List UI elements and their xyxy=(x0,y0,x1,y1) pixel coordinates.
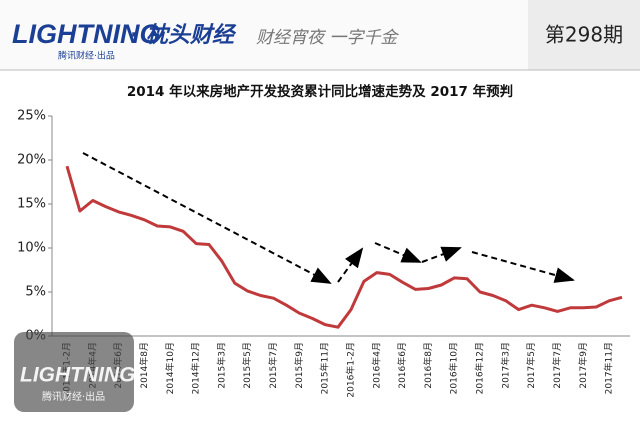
arrow xyxy=(471,251,575,283)
x-tick-label: 2014年8月 xyxy=(138,342,150,389)
x-tick-label: 2016年4月 xyxy=(370,342,382,389)
y-tick-label: 5% xyxy=(25,285,46,300)
slogan: 财经宵夜 一字千金 xyxy=(256,28,399,48)
brand-name: 枕头财经 xyxy=(146,22,237,48)
watermark-brand: LIGHTNING xyxy=(20,364,136,387)
issue-box xyxy=(528,0,640,70)
arrow xyxy=(337,247,364,283)
y-tick-label: 20% xyxy=(17,153,46,168)
watermark xyxy=(14,332,134,412)
arrow xyxy=(421,246,462,263)
brand: LIGHTNING xyxy=(12,19,161,49)
chart-title: 2014 年以来房地产开发投资累计同比增速走势及 2017 年预判 xyxy=(127,83,513,100)
x-tick-label: 2016年10月 xyxy=(448,342,460,394)
x-tick-label: 2017年9月 xyxy=(577,342,589,389)
x-tick-label: 2017年3月 xyxy=(499,342,511,389)
x-tick-label: 2017年7月 xyxy=(551,342,563,389)
x-tick-label: 2015年7月 xyxy=(267,342,279,389)
x-tick-label: 2017年5月 xyxy=(525,342,537,389)
trend-arrows xyxy=(82,152,575,284)
x-tick-label: 2016年8月 xyxy=(422,342,434,389)
x-tick-label: 2016年6月 xyxy=(396,342,408,389)
y-tick-label: 15% xyxy=(17,197,46,212)
arrow xyxy=(374,242,422,263)
x-tick-label: 2015年11月 xyxy=(319,342,331,394)
arrow xyxy=(82,152,332,284)
x-tick-label: 2014年10月 xyxy=(164,342,176,394)
data-line xyxy=(65,165,623,329)
x-tick-label: 2016年1-2月 xyxy=(344,342,356,398)
issue: 第298期 xyxy=(545,23,623,47)
x-tick-label: 2015年9月 xyxy=(293,342,305,389)
watermark-sub: 腾讯财经·出品 xyxy=(42,390,105,403)
y-tick-label: 25% xyxy=(17,109,46,124)
x-tick-label: 2017年11月 xyxy=(603,342,615,394)
brand-sub: 腾讯财经·出品 xyxy=(58,50,115,62)
separator: · xyxy=(130,23,138,48)
y-tick-label: 10% xyxy=(17,241,46,256)
x-tick-label: 2016年12月 xyxy=(474,342,486,394)
x-tick-label: 2015年5月 xyxy=(241,342,253,389)
x-tick-label: 2014年12月 xyxy=(190,342,202,394)
x-tick-label: 2015年3月 xyxy=(215,342,227,389)
